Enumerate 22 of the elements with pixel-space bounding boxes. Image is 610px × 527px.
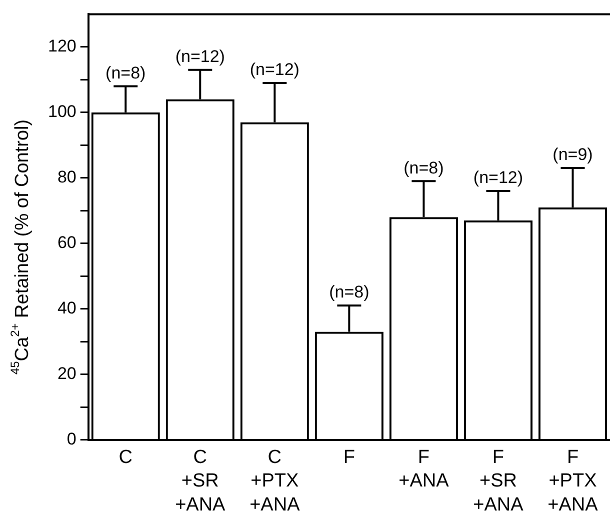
y-tick-label: 60: [57, 233, 76, 252]
annotation: (n=12): [473, 168, 524, 188]
y-axis-title: 45Ca2+ Retained (% of Control): [8, 119, 33, 375]
annotation: (n=12): [175, 47, 225, 66]
x-tick-label: F +PTX +ANA: [548, 446, 598, 516]
y-tick-label: 0: [66, 429, 76, 448]
annotation: (n=8): [404, 158, 444, 178]
y-tick-label: 20: [57, 364, 76, 383]
annotation: (n=8): [329, 282, 370, 302]
y-tick-label: 120: [48, 36, 76, 56]
y-tick-label: 100: [48, 102, 76, 122]
annotation: (n=9): [552, 145, 593, 164]
x-tick-label: C +SR +ANA: [175, 446, 226, 516]
x-tick-label: C: [118, 446, 132, 468]
annotation: (n=8): [106, 63, 146, 82]
y-tick-label: 80: [57, 168, 76, 187]
x-tick-label: F +ANA: [398, 446, 450, 492]
annotation: (n=12): [250, 60, 300, 80]
y-tick-label: 40: [57, 298, 76, 318]
x-tick-label: F +SR +ANA: [473, 446, 524, 516]
x-tick-label: C +PTX +ANA: [250, 446, 300, 516]
x-tick-label: F: [343, 446, 355, 468]
